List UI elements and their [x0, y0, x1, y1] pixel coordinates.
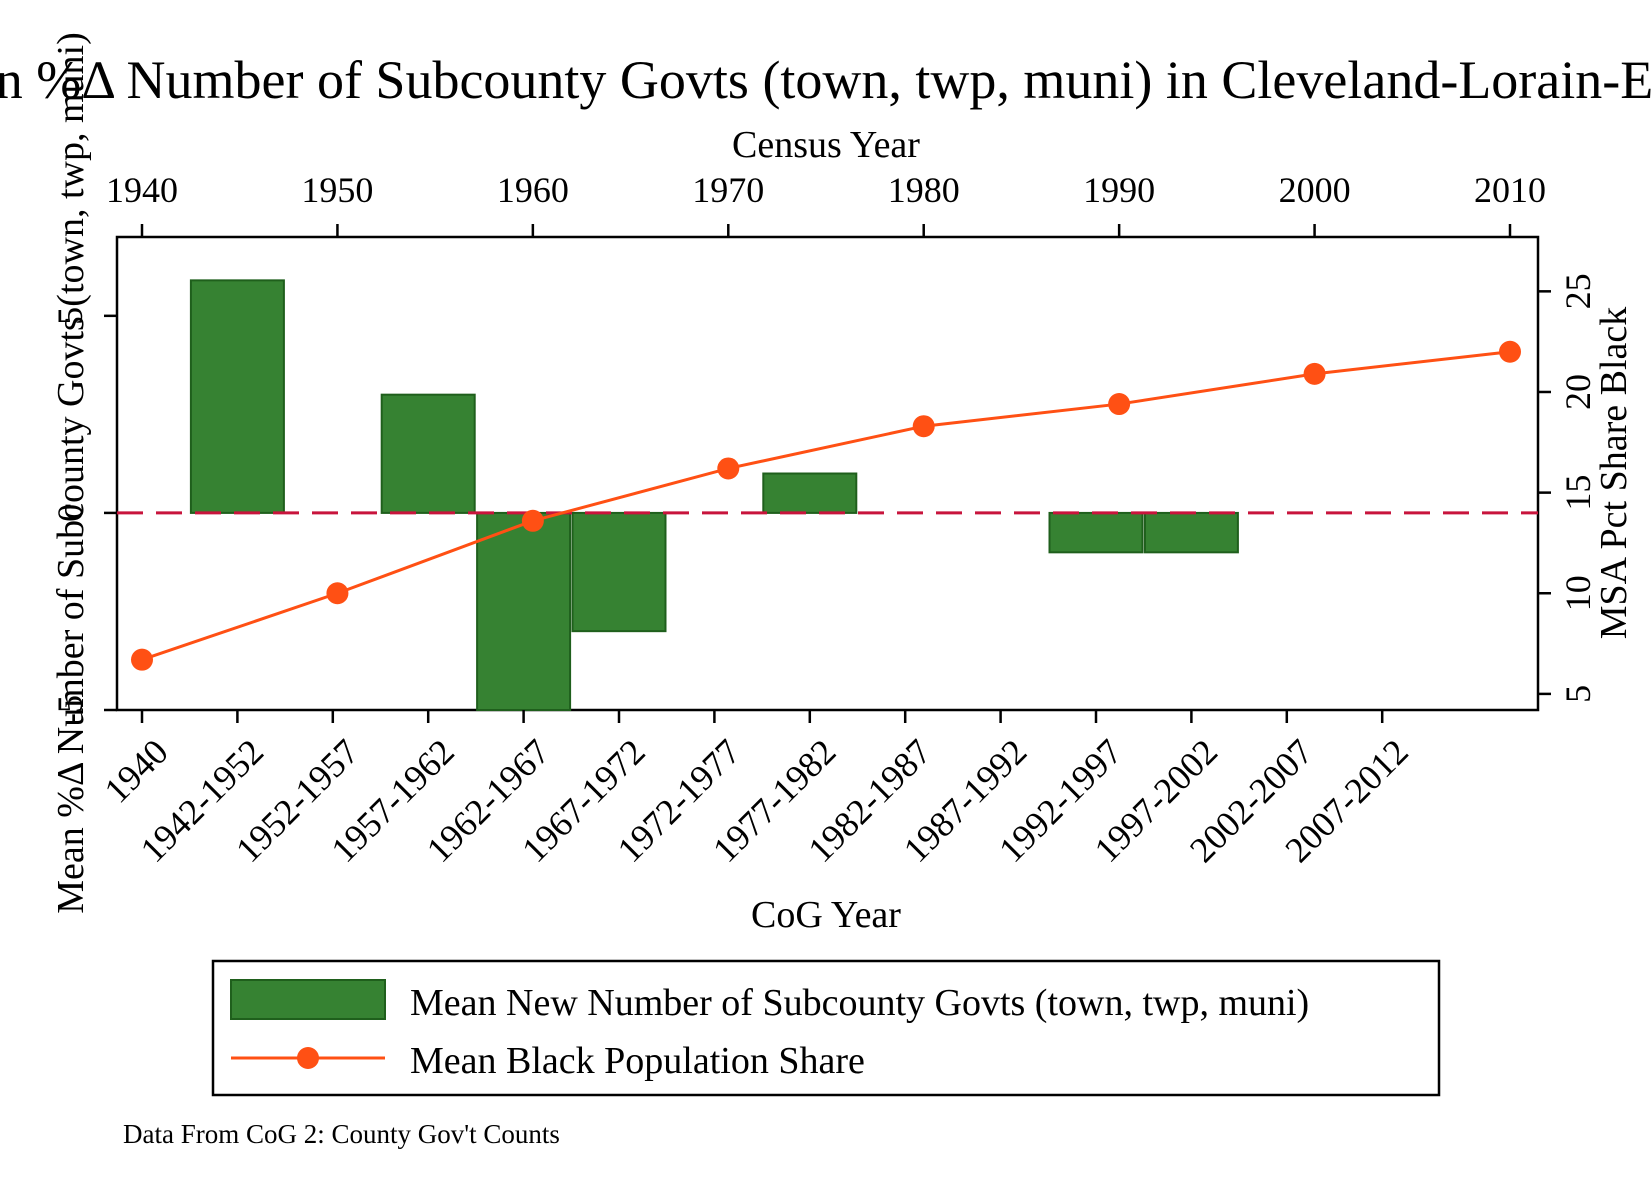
legend-bar-swatch: [230, 979, 386, 1020]
bottom-axis: 19401942-19521952-19571957-19621962-1967…: [97, 710, 1416, 870]
bar: [571, 511, 667, 633]
line-point: [1499, 340, 1521, 363]
bar-series: [189, 279, 1239, 712]
bar: [1048, 511, 1144, 554]
top-tick-label: 1970: [692, 170, 764, 210]
right-axis: 5 10 15 20 25: [1538, 273, 1598, 703]
top-tick-label: 2000: [1279, 170, 1351, 210]
right-tick-label: 20: [1558, 374, 1598, 410]
legend-box: [211, 959, 1441, 1097]
bar: [380, 393, 476, 514]
right-tick-label: 15: [1558, 475, 1598, 511]
legend: Mean New Number of Subcounty Govts (town…: [211, 959, 1441, 1097]
black-share-points: [131, 340, 1521, 671]
right-tick-label: 5: [1558, 685, 1598, 703]
right-tick-label: 25: [1558, 273, 1598, 309]
bar: [476, 511, 572, 712]
line-point: [717, 457, 740, 480]
top-tick-label: 1960: [497, 170, 569, 210]
left-axis: -5 0 5: [50, 307, 117, 725]
top-tick-label: 1950: [301, 170, 373, 210]
top-axis: 1940 1950 1960 1970 1980 1990 2000 2010: [106, 170, 1546, 237]
left-tick-label: 5: [50, 307, 90, 325]
bar: [1143, 511, 1239, 554]
black-share-line: [141, 350, 1511, 662]
right-axis-title: MSA Pct Share Black: [1593, 307, 1635, 639]
plot-area: [115, 235, 1540, 712]
line-point: [912, 415, 935, 438]
chart-title: Mean %Δ Number of Subcounty Govts (town,…: [0, 50, 1652, 110]
line-point: [326, 582, 349, 605]
bar: [189, 279, 285, 514]
line-point: [521, 509, 544, 532]
bottom-tick-label: 1940: [97, 731, 176, 810]
right-tick-label: 10: [1558, 575, 1598, 611]
line-point: [131, 648, 153, 671]
line-point: [1108, 393, 1131, 416]
top-tick-label: 1940: [106, 170, 178, 210]
top-tick-label: 1980: [888, 170, 960, 210]
legend-bar-label: Mean New Number of Subcounty Govts (town…: [410, 982, 1309, 1024]
legend-line-marker: [297, 1047, 319, 1069]
line-point: [1303, 362, 1326, 385]
source-note: Data From CoG 2: County Gov't Counts: [123, 1119, 560, 1149]
left-tick-label: 0: [50, 504, 90, 522]
bar: [762, 472, 858, 514]
top-tick-label: 2010: [1474, 170, 1546, 210]
bottom-axis-title: CoG Year: [751, 894, 901, 936]
top-tick-label: 1990: [1083, 170, 1155, 210]
top-axis-title: Census Year: [732, 124, 920, 166]
left-tick-label: -5: [50, 695, 90, 725]
legend-line-label: Mean Black Population Share: [410, 1040, 865, 1082]
left-axis-title: Mean %Δ Number of Subcounty Govts (town,…: [50, 32, 92, 913]
